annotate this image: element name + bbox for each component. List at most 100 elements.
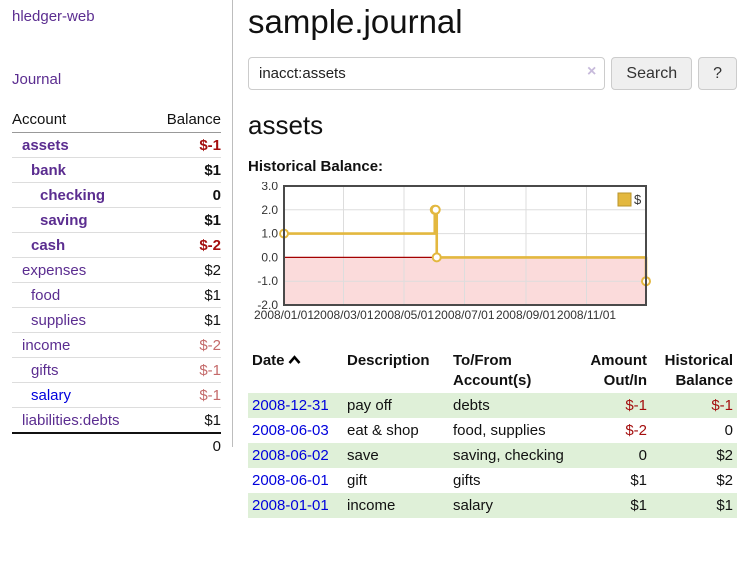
account-cell: income (12, 332, 151, 358)
account-link-saving[interactable]: saving (40, 212, 88, 229)
register-col-balance: Historical Balance (664, 352, 733, 389)
accounts-total-spacer (12, 432, 151, 458)
register-row: 2008-06-03 eat & shop food, supplies $-2 0 (248, 418, 737, 443)
register-accounts-cell: food, supplies (453, 422, 546, 439)
register-date-cell: 2008-06-02 (248, 443, 343, 468)
account-cell: supplies (12, 307, 151, 333)
account-balance: $-2 (150, 232, 221, 258)
account-row: food $1 (12, 282, 221, 308)
account-balance: $2 (150, 257, 221, 283)
svg-text:2008/03/01: 2008/03/01 (313, 308, 373, 322)
account-balance: $-2 (150, 332, 221, 358)
account-balance: 0 (150, 182, 221, 208)
account-row: assets $-1 (12, 133, 221, 158)
register-row: 2008-12-31 pay off debts $-1 $-1 (248, 393, 737, 418)
clear-search-icon[interactable]: × (587, 63, 597, 80)
account-row: supplies $1 (12, 307, 221, 333)
register-date-cell: 2008-12-31 (248, 393, 343, 418)
sidebar-item-journal[interactable]: Journal (12, 71, 62, 88)
account-link-liabilities-debts[interactable]: liabilities:debts (22, 412, 120, 429)
chart-heading: Historical Balance: (248, 158, 384, 175)
account-cell: assets (12, 133, 151, 158)
account-link-salary[interactable]: salary (31, 387, 72, 404)
transaction-date-link[interactable]: 2008-06-03 (252, 422, 329, 439)
historical-balance-chart: 3.0 2.0 1.0 0.0 -1.0 -2.0 2008/01/01 2008/03/01… (248, 179, 737, 336)
account-cell: food (12, 282, 151, 308)
account-link-bank[interactable]: bank (31, 162, 67, 179)
register-header-row: Date Description To/From Account(s) Amou… (248, 349, 737, 393)
account-balance: $1 (150, 307, 221, 333)
register-accounts-cell: debts (453, 397, 490, 414)
svg-text:2008/11/01: 2008/11/01 (557, 308, 616, 322)
account-link-income[interactable]: income (22, 337, 71, 354)
register-col-accounts: To/From Account(s) (453, 352, 532, 389)
search-input[interactable] (248, 57, 606, 90)
register-description-cell: income (347, 497, 396, 514)
register-table: Date Description To/From Account(s) Amou… (248, 349, 737, 518)
transaction-date-link[interactable]: 2008-12-31 (252, 397, 329, 414)
register-accounts-cell: gifts (453, 472, 481, 489)
account-row: salary $-1 (12, 382, 221, 408)
accounts-table: Account Balance assets $-1 bank $1 checking 0… (12, 108, 221, 458)
main-content: sample.journal × Search ? assets Histori… (233, 0, 742, 518)
svg-text:0.0: 0.0 (261, 250, 278, 264)
sidebar: hledger-web Journal Account Balance asse… (0, 0, 233, 458)
account-row: saving $1 (12, 207, 221, 233)
account-cell: checking (12, 182, 151, 208)
account-row: income $-2 (12, 332, 221, 358)
svg-text:3.0: 3.0 (261, 182, 278, 193)
transaction-date-link[interactable]: 2008-06-02 (252, 447, 329, 464)
account-link-supplies[interactable]: supplies (31, 312, 87, 329)
account-link-gifts[interactable]: gifts (31, 362, 59, 379)
account-row: gifts $-1 (12, 357, 221, 383)
search-input-wrap: × (248, 57, 606, 90)
accounts-col-account: Account (12, 108, 151, 133)
register-amount-cell: $-1 (625, 397, 647, 414)
svg-text:1.0: 1.0 (261, 227, 278, 241)
account-row: expenses $2 (12, 257, 221, 283)
svg-text:2.0: 2.0 (261, 203, 278, 217)
transaction-date-link[interactable]: 2008-01-01 (252, 497, 329, 514)
app-root: hledger-web Journal Account Balance asse… (0, 0, 742, 518)
svg-text:-2.0: -2.0 (257, 298, 278, 312)
account-link-expenses[interactable]: expenses (22, 262, 87, 279)
register-col-date[interactable]: Date (248, 349, 343, 393)
register-balance-cell: $2 (716, 472, 733, 489)
search-button[interactable]: Search (611, 57, 693, 90)
register-amount-cell: $1 (630, 497, 647, 514)
help-button[interactable]: ? (698, 57, 737, 90)
register-description-cell: pay off (347, 397, 392, 414)
account-link-checking[interactable]: checking (40, 187, 106, 204)
account-link-food[interactable]: food (31, 287, 61, 304)
svg-text:-1.0: -1.0 (257, 274, 278, 288)
register-row: 2008-06-02 save saving, checking 0 $2 (248, 443, 737, 468)
svg-text:2008/09/01: 2008/09/01 (496, 308, 556, 322)
account-link-cash[interactable]: cash (31, 237, 66, 254)
register-balance-cell: $2 (716, 447, 733, 464)
account-link-assets[interactable]: assets (22, 137, 69, 154)
account-row: bank $1 (12, 157, 221, 183)
account-balance: $-1 (199, 137, 221, 154)
account-cell: gifts (12, 357, 151, 383)
register-date-cell: 2008-06-01 (248, 468, 343, 493)
account-balance: $1 (150, 407, 221, 433)
account-cell: salary (12, 382, 151, 408)
register-amount-cell: $1 (630, 472, 647, 489)
account-balance: $-1 (150, 357, 221, 383)
accounts-tbody: assets $-1 bank $1 checking 0 saving $1 cash $-2 e… (12, 133, 221, 433)
brand-link[interactable]: hledger-web (12, 8, 95, 25)
account-cell: cash (12, 232, 151, 258)
register-row: 2008-01-01 income salary $1 $1 (248, 493, 737, 518)
svg-text:2008/07/01: 2008/07/01 (434, 308, 494, 322)
chevron-up-icon (288, 351, 301, 371)
register-date-cell: 2008-06-03 (248, 418, 343, 443)
account-cell: saving (12, 207, 151, 233)
register-date-cell: 2008-01-01 (248, 493, 343, 518)
register-accounts-cell: saving, checking (453, 447, 564, 464)
register-balance-cell: 0 (724, 422, 733, 439)
register-col-description: Description (347, 352, 430, 369)
register-balance-cell: $-1 (711, 397, 733, 414)
transaction-date-link[interactable]: 2008-06-01 (252, 472, 329, 489)
accounts-total-value: 0 (150, 432, 221, 458)
